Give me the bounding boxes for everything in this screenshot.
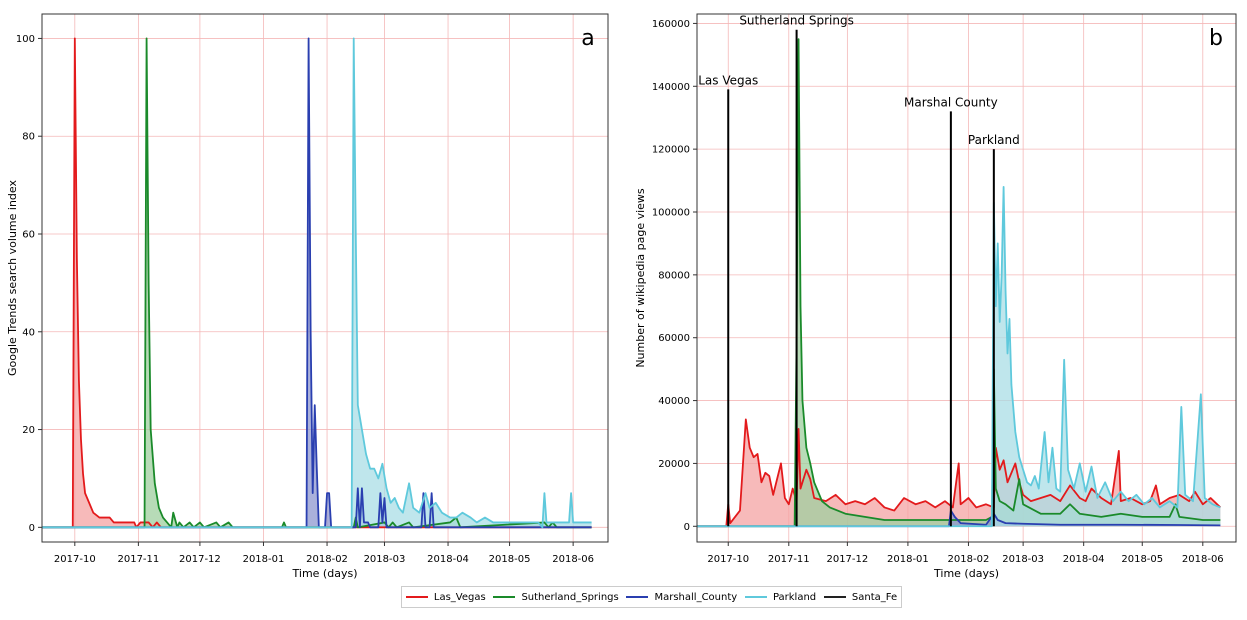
series-line-parkland bbox=[42, 37, 592, 529]
x-tick-label: 2018-04 bbox=[427, 554, 469, 565]
y-tick-label: 100000 bbox=[652, 208, 690, 219]
legend-item: Parkland bbox=[744, 591, 817, 603]
x-tick-label: 2018-05 bbox=[489, 554, 531, 565]
y-axis-label: Google Trends search volume index bbox=[6, 180, 19, 376]
x-tick-label: 2017-12 bbox=[179, 554, 221, 565]
x-tick-label: 2018-02 bbox=[948, 554, 990, 565]
x-tick-label: 2018-03 bbox=[1002, 554, 1044, 565]
x-tick-label: 2018-06 bbox=[552, 554, 594, 565]
x-tick-label: 2018-04 bbox=[1063, 554, 1105, 565]
legend-label: Parkland bbox=[772, 591, 817, 603]
event-marker-label: Las Vegas bbox=[698, 73, 758, 87]
x-tick-label: 2017-10 bbox=[707, 554, 749, 565]
y-tick-label: 60 bbox=[22, 230, 35, 241]
plot-frame bbox=[696, 13, 1237, 543]
series-area-marshall-county bbox=[697, 510, 1221, 527]
y-tick-label: 60000 bbox=[658, 333, 690, 344]
x-tick-label: 2017-11 bbox=[768, 554, 810, 565]
x-tick-label: 2017-10 bbox=[54, 554, 96, 565]
y-tick-label: 160000 bbox=[652, 19, 690, 30]
x-tick-label: 2018-01 bbox=[243, 554, 285, 565]
y-tick-label: 80000 bbox=[658, 270, 690, 281]
y-tick-label: 0 bbox=[29, 523, 35, 534]
legend-label: Las_Vegas bbox=[433, 591, 486, 603]
panel-a: 2017-10 2017-11 2017-12 2018-01 2018-02 2018-… bbox=[6, 13, 609, 580]
panel-b: Las Vegas Sutherland Springs Marshal Count… bbox=[634, 13, 1237, 580]
event-marker-label: Marshal County bbox=[904, 95, 998, 109]
y-tick-label: 140000 bbox=[652, 82, 690, 93]
legend-swatch bbox=[744, 596, 767, 598]
x-axis-label: Time (days) bbox=[933, 567, 999, 580]
series-line-las-vegas bbox=[697, 418, 1222, 528]
legend-label: Santa_Fe bbox=[851, 591, 898, 603]
series-line-sutherland-springs bbox=[42, 37, 592, 529]
legend-swatch bbox=[493, 596, 516, 598]
y-tick-label: 0 bbox=[684, 522, 690, 533]
x-tick-label: 2018-01 bbox=[887, 554, 929, 565]
x-tick-label: 2018-06 bbox=[1182, 554, 1224, 565]
y-tick-label: 120000 bbox=[652, 145, 690, 156]
y-tick-label: 20000 bbox=[658, 459, 690, 470]
x-axis-label: Time (days) bbox=[292, 567, 358, 580]
legend-label: Marshall_County bbox=[654, 591, 738, 603]
legend: Las_Vegas Sutherland_Springs Marshall_Coun… bbox=[401, 586, 902, 608]
x-tick-label: 2018-05 bbox=[1121, 554, 1163, 565]
legend-item: Santa_Fe bbox=[823, 591, 898, 603]
legend-swatch bbox=[823, 596, 846, 598]
legend-item: Sutherland_Springs bbox=[493, 591, 619, 603]
legend-item: Las_Vegas bbox=[405, 591, 486, 603]
x-tick-label: 2017-11 bbox=[117, 554, 159, 565]
x-tick-label: 2018-02 bbox=[306, 554, 348, 565]
legend-swatch bbox=[405, 596, 428, 598]
event-marker-label: Parkland bbox=[968, 133, 1020, 147]
x-tick-label: 2018-03 bbox=[364, 554, 406, 565]
y-tick-label: 40000 bbox=[658, 396, 690, 407]
panel-letter: a bbox=[581, 26, 594, 51]
legend-swatch bbox=[626, 596, 649, 598]
figure: 2017-10 2017-11 2017-12 2018-01 2018-02 2018-… bbox=[6, 13, 1237, 580]
event-marker-label: Sutherland Springs bbox=[739, 14, 854, 28]
series-line-marshall-county bbox=[42, 37, 592, 529]
y-tick-label: 100 bbox=[16, 34, 35, 45]
legend-item: Marshall_County bbox=[626, 592, 737, 603]
panel-letter: b bbox=[1209, 26, 1223, 51]
y-tick-label: 80 bbox=[22, 132, 35, 143]
series-line-las-vegas bbox=[42, 37, 592, 529]
x-tick-label: 2017-12 bbox=[826, 554, 868, 565]
legend-label: Sutherland_Springs bbox=[521, 591, 619, 603]
plot-frame bbox=[41, 13, 609, 543]
series-line-parkland bbox=[697, 185, 1221, 528]
y-axis-label: Number of wikipedia page views bbox=[634, 188, 647, 368]
y-tick-label: 20 bbox=[22, 425, 35, 436]
y-tick-label: 40 bbox=[22, 327, 35, 338]
